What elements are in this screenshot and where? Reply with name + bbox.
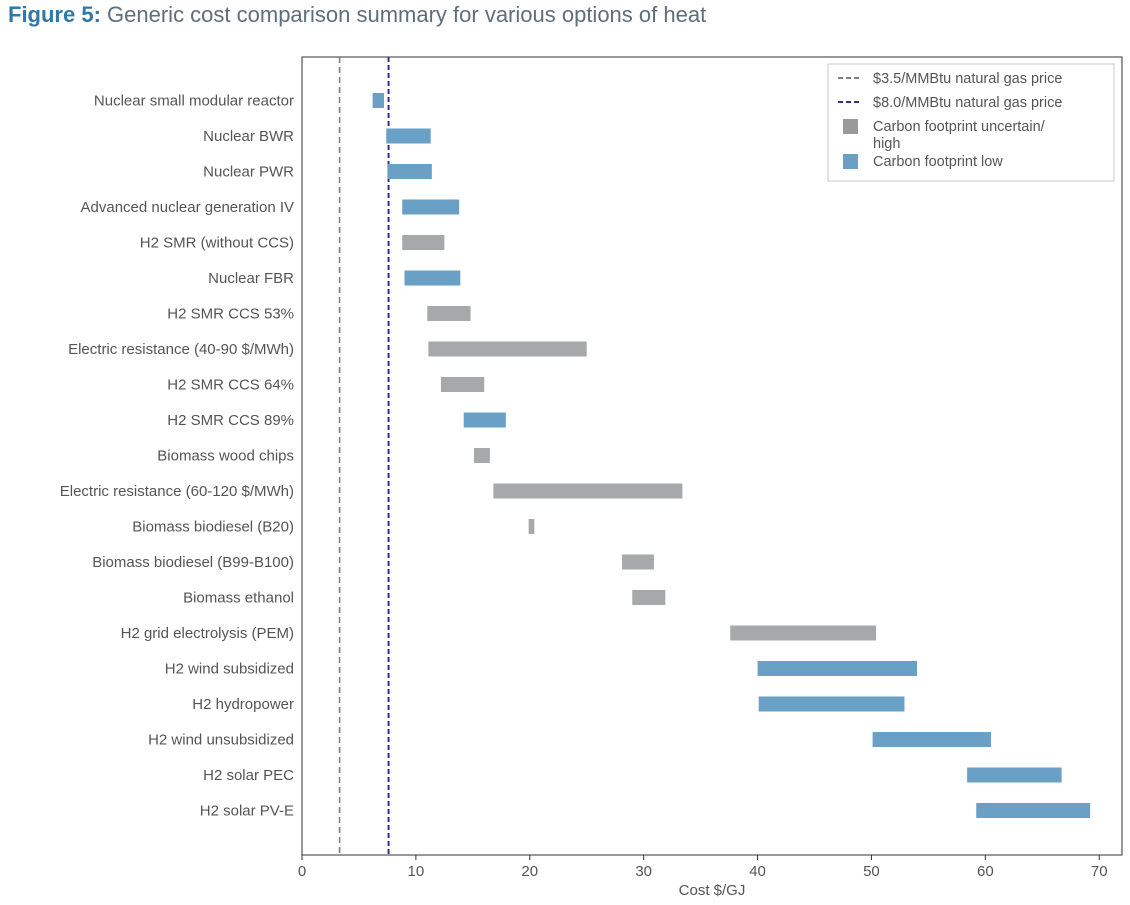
- category-label: Advanced nuclear generation IV: [81, 199, 294, 216]
- figure-label: Figure 5:: [8, 2, 101, 27]
- category-label: H2 SMR CCS 64%: [167, 377, 294, 394]
- range-bar: [386, 128, 431, 144]
- figure-title: Figure 5: Generic cost comparison summar…: [8, 2, 706, 28]
- legend-label: Carbon footprint low: [873, 154, 1003, 170]
- range-bar: [404, 270, 461, 286]
- plot-area: [301, 56, 1123, 856]
- x-tick-label: 0: [298, 863, 306, 880]
- range-bar: [622, 554, 654, 570]
- legend-patch-swatch: [843, 154, 858, 169]
- legend-label: $8.0/MMBtu natural gas price: [873, 95, 1062, 111]
- category-label: H2 SMR CCS 89%: [167, 412, 294, 429]
- category-label: H2 solar PEC: [203, 767, 294, 784]
- x-tick-label: 40: [749, 863, 766, 880]
- x-axis-title: Cost $/GJ: [679, 882, 746, 899]
- category-label: Biomass wood chips: [157, 448, 294, 465]
- category-label: H2 wind subsidized: [165, 661, 294, 678]
- legend-patch-swatch: [843, 119, 858, 134]
- figure-caption: Generic cost comparison summary for vari…: [107, 2, 707, 27]
- reference-lines: [338, 57, 390, 855]
- x-tick-label: 30: [635, 863, 652, 880]
- range-bar: [632, 590, 666, 605]
- range-bar: [463, 412, 506, 428]
- x-tick-label: 60: [977, 863, 994, 880]
- range-bar: [528, 519, 535, 534]
- x-tick-label: 10: [408, 863, 425, 880]
- range-bar: [493, 483, 683, 499]
- range-bar: [730, 625, 876, 641]
- category-label: Nuclear BWR: [203, 128, 294, 145]
- range-bar: [967, 767, 1062, 783]
- legend-label: $3.5/MMBtu natural gas price: [873, 71, 1062, 87]
- range-bar: [976, 803, 1091, 818]
- x-axis: 0 10 20 30 40 50 60 70: [298, 855, 1108, 880]
- range-bar: [757, 661, 917, 676]
- legend: $3.5/MMBtu natural gas price $8.0/MMBtu n…: [827, 63, 1115, 182]
- category-label: Electric resistance (60-120 $/MWh): [60, 483, 294, 500]
- category-label: H2 wind unsubsidized: [148, 732, 294, 749]
- category-label: Nuclear small modular reactor: [94, 93, 294, 110]
- range-bar: [428, 341, 587, 357]
- legend-label: Carbon footprint uncertain/high: [873, 119, 1046, 152]
- range-bar: [872, 732, 992, 747]
- category-label: H2 solar PV-E: [200, 803, 294, 820]
- range-bar: [402, 199, 460, 215]
- category-label: Nuclear FBR: [208, 270, 294, 287]
- category-label: Biomass ethanol: [183, 590, 294, 607]
- category-label: H2 SMR (without CCS): [140, 235, 294, 252]
- x-tick-label: 50: [863, 863, 880, 880]
- x-tick-label: 20: [521, 863, 538, 880]
- category-label: H2 hydropower: [192, 696, 294, 713]
- x-tick-label: 70: [1091, 863, 1108, 880]
- category-label: H2 grid electrolysis (PEM): [121, 625, 294, 642]
- range-bar: [758, 696, 905, 712]
- range-bar: [473, 448, 490, 463]
- category-label: Electric resistance (40-90 $/MWh): [68, 341, 294, 358]
- range-bars: [372, 93, 1091, 818]
- category-label: Biomass biodiesel (B20): [132, 519, 294, 536]
- category-label: Nuclear PWR: [203, 164, 294, 181]
- category-labels: Nuclear small modular reactor Nuclear BWR…: [60, 93, 294, 820]
- range-bar: [427, 306, 471, 321]
- category-label: Biomass biodiesel (B99-B100): [92, 554, 294, 571]
- legend-frame: [827, 63, 1115, 182]
- range-bar: [372, 93, 384, 108]
- range-bar: [402, 235, 445, 250]
- range-bar: [387, 164, 432, 179]
- category-label: H2 SMR CCS 53%: [167, 306, 294, 323]
- range-bar: [440, 377, 485, 392]
